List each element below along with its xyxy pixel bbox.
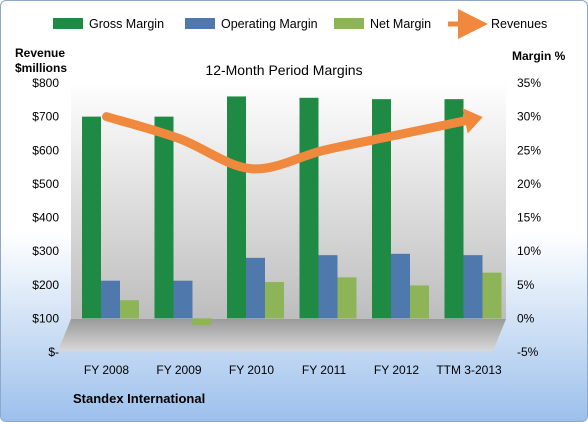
legend-swatch-operating-margin [185, 18, 215, 29]
revenue-point [396, 134, 397, 136]
right-tick-label: 30% [517, 110, 541, 124]
legend-swatch-gross-margin [53, 18, 83, 29]
left-tick-label: $800 [32, 76, 59, 90]
bars [82, 96, 502, 326]
bar-gross-margin [372, 99, 391, 319]
category-label: FY 2012 [374, 363, 419, 377]
chart-title: 12-Month Period Margins [205, 62, 362, 78]
legend-label-gross-margin: Gross Margin [89, 17, 164, 31]
legend-label-revenues: Revenues [491, 17, 547, 31]
bar-net-margin [482, 272, 502, 319]
revenue-point [178, 137, 180, 139]
right-tick-label: 15% [517, 211, 541, 225]
left-tick-label: $500 [32, 177, 59, 191]
bar-net-margin [337, 277, 357, 319]
bar-gross-margin [444, 99, 464, 319]
legend-item-operating-margin[interactable]: Operating Margin [185, 17, 318, 31]
bar-net-margin [410, 285, 429, 319]
right-tick-label: 20% [517, 177, 541, 191]
category-label: FY 2008 [84, 363, 129, 377]
right-tick-label: 10% [517, 244, 541, 258]
right-tick-label: 5% [517, 278, 535, 292]
revenue-line [102, 108, 483, 174]
legend-label-net-margin: Net Margin [370, 17, 431, 31]
left-tick-label: $400 [32, 211, 59, 225]
left-tick-label: $- [48, 345, 59, 359]
bar-operating-margin [173, 280, 193, 319]
category-label: TTM 3-2013 [436, 363, 502, 377]
revenue-arrowhead [462, 108, 483, 134]
left-tick-label: $600 [32, 143, 59, 157]
legend-label-operating-margin: Operating Margin [221, 17, 318, 31]
left-tick-label: $200 [32, 278, 59, 292]
left-axis-ticks: $- $100 $200 $300 $400 $500 $600 $700 $800 [32, 76, 59, 359]
bar-operating-margin [318, 255, 338, 319]
right-tick-label: 25% [517, 143, 541, 157]
bar-operating-margin [101, 280, 120, 319]
company-name: Standex International [73, 391, 205, 406]
right-axis-ticks: -5% 0% 5% 10% 15% 20% 25% 30% 35% [517, 76, 541, 359]
left-tick-label: $300 [32, 244, 59, 258]
right-tick-label: -5% [517, 345, 539, 359]
revenue-point [106, 116, 107, 118]
left-tick-label: $100 [32, 311, 59, 325]
right-axis-title: Margin % [512, 49, 566, 63]
category-label: FY 2010 [229, 363, 274, 377]
bar-gross-margin [227, 96, 246, 319]
plot-area [71, 81, 506, 319]
category-label: FY 2009 [156, 363, 201, 377]
legend: Gross Margin Operating Margin Net Margin… [53, 9, 547, 39]
legend-item-gross-margin[interactable]: Gross Margin [53, 17, 164, 31]
bar-gross-margin [82, 116, 101, 319]
left-axis-title-line2: $millions [15, 61, 67, 75]
category-label: FY 2011 [302, 363, 347, 377]
bar-net-margin [192, 318, 212, 326]
bar-gross-margin [299, 97, 319, 319]
revenue-point [468, 119, 470, 121]
revenue-point [251, 168, 252, 170]
category-labels: FY 2008 FY 2009 FY 2010 FY 2011 FY 2012 TTM 3… [84, 363, 502, 377]
right-tick-label: 0% [517, 311, 535, 325]
plot-floor [58, 319, 506, 351]
bar-operating-margin [463, 255, 483, 319]
bar-operating-margin [391, 253, 410, 319]
bar-gross-margin [154, 116, 174, 319]
bar-net-margin [120, 300, 139, 319]
left-tick-label: $700 [32, 110, 59, 124]
right-tick-label: 35% [517, 76, 541, 90]
left-axis-title-line1: Revenue [15, 46, 65, 60]
legend-item-net-margin[interactable]: Net Margin [334, 17, 431, 31]
legend-swatch-net-margin [334, 18, 364, 29]
bar-operating-margin [246, 257, 265, 319]
legend-item-revenues[interactable]: Revenues [448, 9, 547, 39]
revenue-line-path [102, 112, 474, 174]
bar-net-margin [265, 282, 284, 319]
revenue-point [323, 149, 325, 151]
